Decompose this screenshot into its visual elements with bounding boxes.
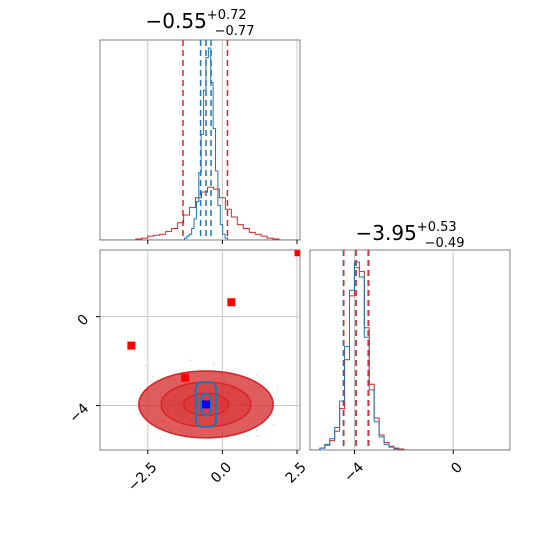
title-minus: −0.77 <box>215 24 255 39</box>
sample-point <box>272 423 275 426</box>
histogram-series-group <box>100 40 300 240</box>
title-plus: +0.53 <box>417 220 457 235</box>
x-tick-label: −4 <box>341 459 367 485</box>
sample-point <box>257 434 260 437</box>
sample-point <box>150 380 153 383</box>
marginal-panel-param1: −0.55+0.72 −0.77 <box>99 8 301 244</box>
title-value: −0.55 <box>146 9 207 33</box>
sample-point <box>256 429 258 432</box>
truth-point-marker <box>201 400 210 409</box>
extra-point-marker <box>127 341 136 350</box>
x-tick-label: 2.5 <box>283 459 310 486</box>
histogram-step <box>310 267 510 450</box>
sample-point <box>152 375 155 378</box>
joint-panel: −2.5 0.0 2.5 −4 0 <box>66 249 310 495</box>
title-value: −3.95 <box>356 221 417 245</box>
contour-group <box>138 370 274 439</box>
title-plus: +0.72 <box>207 8 247 23</box>
title-param2: −3.95+0.53 −0.49 <box>356 220 465 251</box>
y-tick-label: −4 <box>66 400 92 426</box>
extra-point-marker <box>294 250 300 257</box>
sample-point <box>145 364 147 367</box>
x-tick-labels: −4 0 <box>341 459 466 485</box>
x-tick-label: 0 <box>448 459 466 477</box>
sample-point <box>212 362 215 365</box>
histogram-step <box>100 186 300 240</box>
histogram-step <box>310 261 510 450</box>
histogram-series-group <box>310 250 510 450</box>
contour-level <box>194 381 218 428</box>
sample-point <box>255 373 258 376</box>
sample-point <box>189 359 192 362</box>
extra-point-marker <box>227 298 236 307</box>
sample-point <box>276 385 279 388</box>
tick-marks <box>353 450 454 454</box>
marginal-panel-param2: −4 0 −3.95+0.53 −0.49 <box>309 220 511 485</box>
title-minus: −0.49 <box>425 236 465 251</box>
tick-marks <box>147 240 298 244</box>
sample-point <box>261 378 264 381</box>
x-tick-label: 0.0 <box>208 459 235 486</box>
y-tick-labels: −4 0 <box>66 312 92 427</box>
grid <box>147 40 298 240</box>
title-param1: −0.55+0.72 −0.77 <box>146 8 255 39</box>
y-tick-label: 0 <box>75 312 93 330</box>
sample-point <box>255 435 258 437</box>
x-tick-label: −2.5 <box>125 459 160 494</box>
extra-point-marker <box>181 373 190 382</box>
tick-marks <box>96 316 298 454</box>
marker-group <box>127 250 300 409</box>
x-tick-labels: −2.5 0.0 2.5 <box>125 459 310 494</box>
contour-level <box>199 392 213 417</box>
